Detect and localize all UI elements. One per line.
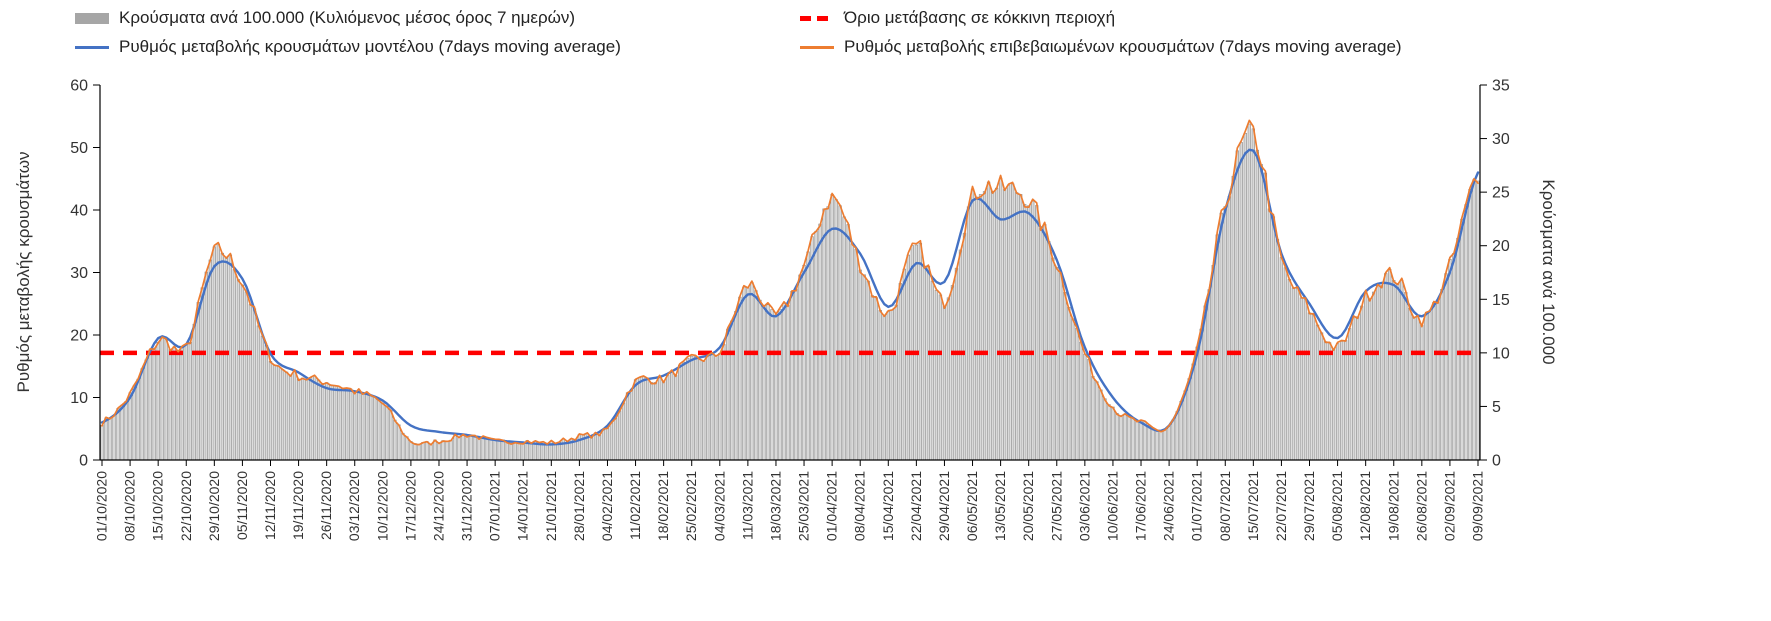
right-tick-label: 5 bbox=[1492, 399, 1501, 416]
x-tick-label: 22/07/2021 bbox=[1273, 471, 1289, 541]
right-tick-label: 30 bbox=[1492, 131, 1510, 148]
confirmed-rate-line bbox=[101, 119, 1479, 446]
legend-item-confirmed-rate: Ρυθμός μεταβολής επιβεβαιωμένων κρουσμάτ… bbox=[800, 37, 1402, 57]
x-tick-label: 15/04/2021 bbox=[880, 471, 896, 541]
x-tick-label: 13/05/2021 bbox=[992, 471, 1008, 541]
x-tick-label: 01/07/2021 bbox=[1189, 471, 1205, 541]
x-tick-label: 20/05/2021 bbox=[1020, 471, 1036, 541]
x-tick-label: 03/12/2020 bbox=[346, 471, 362, 541]
x-tick-label: 10/12/2020 bbox=[374, 471, 390, 541]
left-tick-label: 20 bbox=[70, 328, 88, 345]
legend-orange-line-swatch-icon bbox=[800, 45, 834, 49]
x-tick-label: 25/02/2021 bbox=[683, 471, 699, 541]
x-axis-labels: 01/10/2020 08/10/2020 15/10/2020 22/10/2020… bbox=[94, 460, 1485, 541]
right-tick-label: 35 bbox=[1492, 78, 1510, 95]
x-tick-label: 18/02/2021 bbox=[655, 471, 671, 541]
x-tick-label: 09/09/2021 bbox=[1469, 471, 1485, 541]
x-tick-label: 14/01/2021 bbox=[515, 471, 531, 541]
right-tick-label: 20 bbox=[1492, 238, 1510, 255]
x-tick-label: 26/08/2021 bbox=[1413, 471, 1429, 541]
x-tick-label: 12/08/2021 bbox=[1357, 471, 1373, 541]
x-tick-label: 08/10/2020 bbox=[122, 471, 138, 541]
x-tick-label: 08/07/2021 bbox=[1217, 471, 1233, 541]
left-tick-label: 30 bbox=[70, 265, 88, 282]
x-tick-label: 18/03/2021 bbox=[767, 471, 783, 541]
right-axis-title: Κρούσματα ανά 100.000 bbox=[1539, 179, 1558, 365]
x-tick-label: 22/04/2021 bbox=[908, 471, 924, 541]
x-tick-label: 19/08/2021 bbox=[1385, 471, 1401, 541]
x-tick-label: 22/10/2020 bbox=[178, 471, 194, 541]
left-tick-label: 10 bbox=[70, 390, 88, 407]
legend-label-cases-bars: Κρούσματα ανά 100.000 (Κυλιόμενος μέσος … bbox=[119, 8, 576, 27]
x-tick-label: 28/01/2021 bbox=[571, 471, 587, 541]
x-tick-label: 01/04/2021 bbox=[824, 471, 840, 541]
x-tick-label: 15/07/2021 bbox=[1245, 471, 1261, 541]
x-tick-label: 04/03/2021 bbox=[711, 471, 727, 541]
x-tick-label: 27/05/2021 bbox=[1048, 471, 1064, 541]
legend-dashed-line-swatch-icon bbox=[800, 15, 834, 21]
right-tick-label: 15 bbox=[1492, 292, 1510, 309]
x-tick-label: 17/06/2021 bbox=[1133, 471, 1149, 541]
x-tick-label: 21/01/2021 bbox=[543, 471, 559, 541]
left-axis-title: Ρυθμός μεταβολής κρουσμάτων bbox=[14, 151, 33, 393]
x-tick-label: 04/02/2021 bbox=[599, 471, 615, 541]
x-tick-label: 06/05/2021 bbox=[964, 471, 980, 541]
legend-label-confirmed-rate: Ρυθμός μεταβολής επιβεβαιωμένων κρουσμάτ… bbox=[844, 37, 1402, 56]
right-tick-label: 10 bbox=[1492, 345, 1510, 362]
legend-label-model-rate: Ρυθμός μεταβολής κρουσμάτων μοντέλου (7d… bbox=[119, 37, 621, 56]
x-tick-label: 17/12/2020 bbox=[402, 471, 418, 541]
x-tick-label: 29/04/2021 bbox=[936, 471, 952, 541]
x-tick-label: 31/12/2020 bbox=[459, 471, 475, 541]
x-tick-label: 29/07/2021 bbox=[1301, 471, 1317, 541]
x-tick-label: 15/10/2020 bbox=[150, 471, 166, 541]
x-tick-label: 19/11/2020 bbox=[290, 471, 306, 540]
left-tick-label: 60 bbox=[70, 78, 88, 95]
right-tick-label: 25 bbox=[1492, 185, 1510, 202]
right-axis-ticks: 0 5 10 15 20 25 30 35 bbox=[1480, 78, 1510, 470]
x-tick-label: 24/12/2020 bbox=[430, 471, 446, 541]
x-tick-label: 11/02/2021 bbox=[627, 471, 643, 540]
right-tick-label: 0 bbox=[1492, 453, 1501, 470]
legend-item-red-threshold: Όριο μετάβασης σε κόκκινη περιοχή bbox=[800, 8, 1115, 28]
x-tick-label: 24/06/2021 bbox=[1161, 471, 1177, 541]
legend-label-red-threshold: Όριο μετάβασης σε κόκκινη περιοχή bbox=[844, 8, 1116, 27]
x-tick-label: 25/03/2021 bbox=[796, 471, 812, 541]
x-tick-label: 03/06/2021 bbox=[1076, 471, 1092, 541]
x-tick-label: 10/06/2021 bbox=[1104, 471, 1120, 541]
left-tick-label: 0 bbox=[79, 453, 88, 470]
x-tick-label: 05/11/2020 bbox=[234, 471, 250, 540]
x-tick-label: 05/08/2021 bbox=[1329, 471, 1345, 541]
x-tick-label: 08/04/2021 bbox=[852, 471, 868, 541]
x-tick-label: 29/10/2020 bbox=[206, 471, 222, 541]
x-tick-label: 01/10/2020 bbox=[94, 471, 110, 541]
x-tick-label: 02/09/2021 bbox=[1441, 471, 1457, 541]
legend-bar-swatch-icon bbox=[75, 12, 109, 24]
x-tick-label: 07/01/2021 bbox=[487, 471, 503, 541]
x-tick-label: 12/11/2020 bbox=[262, 471, 278, 540]
legend-blue-line-swatch-icon bbox=[75, 45, 109, 49]
bars-series bbox=[100, 123, 1480, 461]
left-tick-label: 50 bbox=[70, 140, 88, 157]
left-axis-ticks: 0 10 20 30 40 50 60 bbox=[70, 78, 100, 470]
left-tick-label: 40 bbox=[70, 203, 88, 220]
x-tick-label: 26/11/2020 bbox=[318, 471, 334, 540]
legend-item-cases-bars: Κρούσματα ανά 100.000 (Κυλιόμενος μέσος … bbox=[75, 8, 575, 28]
legend-item-model-rate: Ρυθμός μεταβολής κρουσμάτων μοντέλου (7d… bbox=[75, 37, 621, 57]
x-tick-label: 11/03/2021 bbox=[739, 471, 755, 540]
